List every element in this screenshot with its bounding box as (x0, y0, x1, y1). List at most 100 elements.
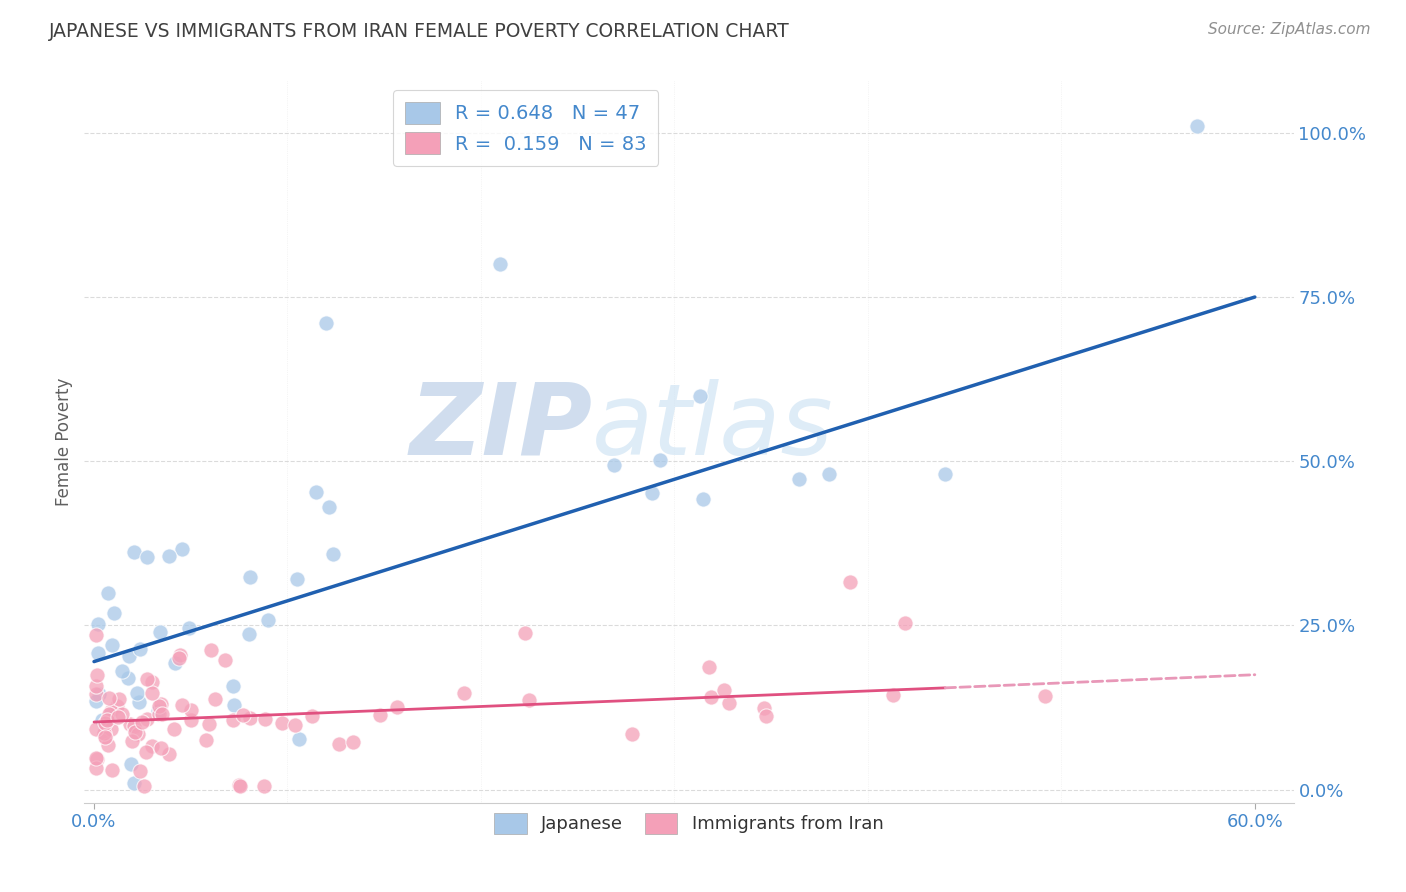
Point (101, 764, 124, 778)
Point (328, 737, 350, 751)
Text: JAPANESE VS IMMIGRANTS FROM IRAN FEMALE POVERTY CORRELATION CHART: JAPANESE VS IMMIGRANTS FROM IRAN FEMALE … (49, 22, 790, 41)
Point (177, 621, 200, 635)
Point (253, 780, 276, 794)
Point (204, 692, 226, 706)
Point (603, 458, 626, 472)
Point (120, 757, 142, 772)
Point (117, 671, 139, 685)
Point (86, 668, 108, 682)
Point (222, 698, 245, 713)
Point (787, 472, 810, 486)
Point (838, 574, 860, 589)
Point (239, 570, 262, 584)
Point (107, 710, 129, 724)
Point (342, 734, 364, 748)
Point (713, 683, 735, 698)
Point (157, 747, 180, 761)
Point (120, 716, 142, 731)
Point (228, 778, 250, 792)
Point (124, 775, 146, 789)
Point (169, 648, 191, 663)
Point (118, 648, 141, 663)
Point (84, 687, 107, 701)
Point (195, 733, 218, 747)
Point (150, 707, 173, 722)
Point (87, 687, 110, 701)
Point (288, 731, 311, 746)
Point (163, 656, 186, 670)
Point (149, 741, 172, 756)
Point (100, 723, 122, 737)
Point (284, 717, 307, 731)
Point (91, 713, 114, 727)
Point (93, 731, 115, 745)
Point (315, 316, 337, 330)
Point (111, 664, 134, 678)
Point (103, 606, 125, 620)
Point (318, 500, 340, 515)
Point (513, 625, 536, 640)
Point (131, 714, 153, 729)
Point (167, 651, 190, 665)
Point (148, 699, 170, 714)
Point (86, 752, 108, 766)
Point (229, 780, 252, 794)
Point (641, 485, 664, 500)
Point (86, 628, 108, 642)
Point (489, 257, 512, 271)
Point (141, 686, 163, 700)
Point (132, 780, 155, 794)
Point (1185, 120, 1208, 134)
Point (620, 727, 643, 741)
Point (129, 642, 152, 657)
Point (200, 642, 222, 657)
Point (97, 738, 120, 752)
Point (122, 719, 145, 733)
Point (222, 679, 245, 693)
Point (257, 613, 280, 627)
Point (1035, 689, 1057, 703)
Point (254, 712, 277, 726)
Text: atlas: atlas (592, 378, 834, 475)
Point (84, 751, 107, 765)
Point (239, 711, 262, 725)
Text: ZIP: ZIP (409, 378, 592, 475)
Point (94, 730, 117, 744)
Point (368, 707, 391, 722)
Point (322, 547, 344, 561)
Point (385, 700, 408, 714)
Point (301, 709, 323, 723)
Point (125, 686, 148, 700)
Point (453, 686, 475, 700)
Point (648, 453, 671, 467)
Point (136, 549, 159, 564)
Point (141, 675, 163, 690)
Point (894, 616, 917, 631)
Point (97, 706, 120, 721)
Point (689, 389, 711, 403)
Point (150, 697, 173, 711)
Point (170, 542, 193, 557)
Point (755, 709, 778, 723)
Point (135, 745, 157, 759)
Point (163, 722, 186, 736)
Point (180, 703, 202, 717)
Point (148, 707, 170, 722)
Point (304, 484, 326, 499)
Point (285, 572, 308, 586)
Point (100, 705, 122, 719)
Point (818, 467, 841, 482)
Point (84, 722, 107, 736)
Y-axis label: Female Poverty: Female Poverty (55, 377, 73, 506)
Point (170, 698, 193, 713)
Point (127, 726, 149, 740)
Point (180, 713, 202, 727)
Point (94, 715, 117, 730)
Point (94, 719, 117, 733)
Point (129, 764, 152, 779)
Point (87, 646, 110, 660)
Point (108, 692, 131, 706)
Point (752, 701, 775, 715)
Point (214, 653, 236, 667)
Point (84, 694, 107, 708)
